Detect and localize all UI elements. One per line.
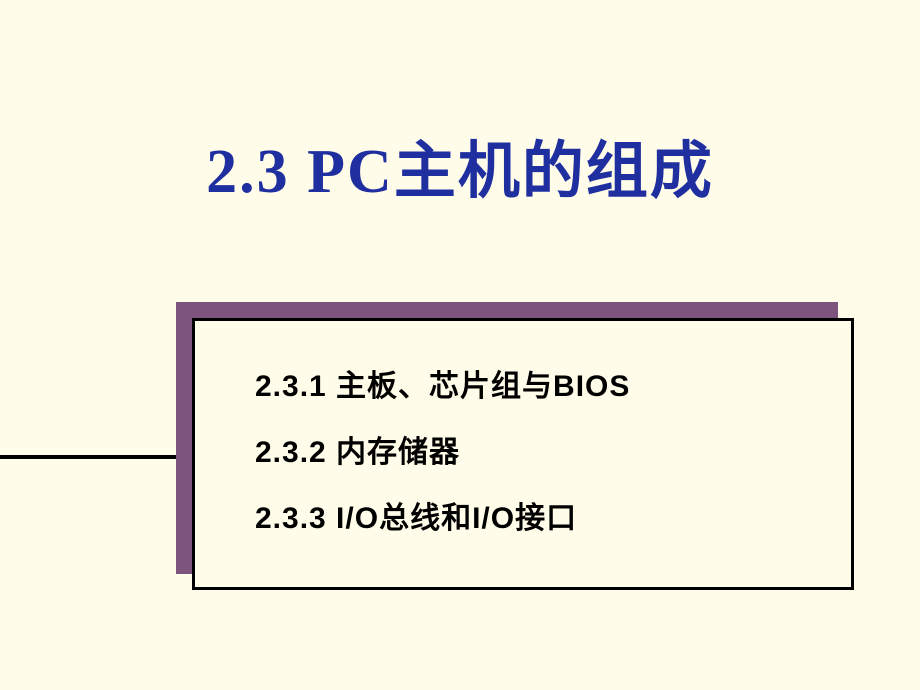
toc-item: 2.3.1 主板、芯片组与BIOS [255, 361, 821, 405]
slide-title: 2.3 PC主机的组成 [0, 120, 920, 210]
toc-item: 2.3.3 I/O总线和I/O接口 [255, 493, 821, 537]
content-box: 2.3.1 主板、芯片组与BIOS 2.3.2 内存储器 2.3.3 I/O总线… [192, 318, 854, 590]
toc-item: 2.3.2 内存储器 [255, 427, 821, 471]
horizontal-rule [0, 455, 176, 459]
